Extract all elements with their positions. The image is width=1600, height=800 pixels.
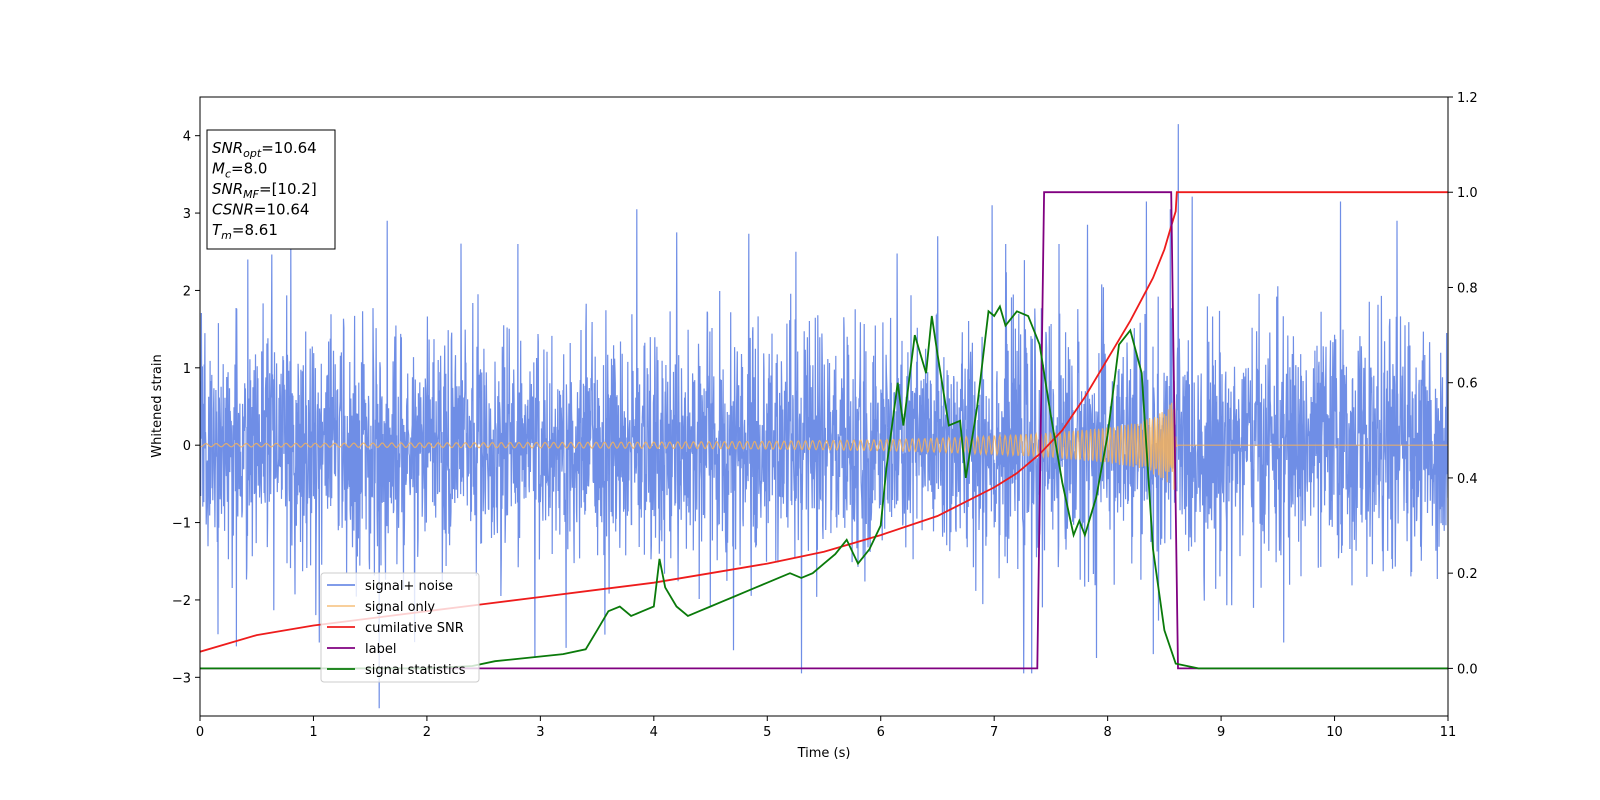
x-tick-label: 6 bbox=[877, 725, 885, 740]
y-right-tick-label: 0.6 bbox=[1457, 377, 1478, 392]
info-line: Tm=8.61 bbox=[212, 221, 278, 242]
y-left-tick-label: 2 bbox=[183, 284, 191, 299]
legend-label: signal+ noise bbox=[365, 579, 453, 594]
info-line: Mc=8.0 bbox=[212, 160, 267, 181]
y-left-tick-label: −1 bbox=[172, 517, 191, 532]
y-left-tick-label: −2 bbox=[172, 594, 191, 609]
y-left-tick-label: −3 bbox=[172, 671, 191, 686]
info-box: SNRopt=10.64Mc=8.0SNRMF=[10.2]CSNR=10.64… bbox=[206, 129, 336, 250]
y-right-tick-label: 0.4 bbox=[1457, 472, 1478, 487]
x-tick-label: 2 bbox=[423, 725, 431, 740]
legend-label: cumilative SNR bbox=[365, 621, 464, 636]
x-tick-label: 4 bbox=[650, 725, 658, 740]
series-line-signal-only bbox=[200, 402, 1448, 490]
y-right-tick-label: 0.8 bbox=[1457, 281, 1478, 296]
series-line-signal-statistics bbox=[200, 304, 1448, 670]
info-line: CSNR=10.64 bbox=[212, 201, 309, 219]
y-right-tick-label: 1.2 bbox=[1457, 91, 1478, 106]
x-tick-label: 0 bbox=[196, 725, 204, 740]
x-tick-label: 1 bbox=[309, 725, 317, 740]
series-line-signal-noise bbox=[200, 124, 1448, 709]
y-right-tick-label: 1.0 bbox=[1457, 186, 1478, 201]
x-tick-label: 11 bbox=[1440, 725, 1457, 740]
y-left-tick-label: 3 bbox=[183, 207, 191, 222]
info-box-frame bbox=[206, 129, 336, 250]
y-axis-right: 0.0 0.2 0.4 0.6 0.8 1.0 1.2 bbox=[1448, 91, 1478, 677]
x-axis: 0 1 2 3 4 5 6 7 8 9 10 11 bbox=[196, 716, 1456, 740]
y-right-tick-label: 0.0 bbox=[1457, 662, 1478, 677]
y-left-tick-label: 1 bbox=[183, 362, 191, 377]
y-left-tick-label: 4 bbox=[183, 130, 191, 145]
info-line: SNRopt=10.64 bbox=[212, 139, 317, 160]
legend-label: signal only bbox=[365, 600, 435, 615]
x-tick-label: 10 bbox=[1326, 725, 1343, 740]
plot-frame bbox=[199, 96, 1449, 717]
x-tick-label: 3 bbox=[536, 725, 544, 740]
legend-frame bbox=[320, 572, 480, 683]
x-axis-title: Time (s) bbox=[797, 746, 851, 761]
info-line: SNRMF=[10.2] bbox=[212, 180, 317, 201]
x-tick-label: 9 bbox=[1217, 725, 1225, 740]
y-right-tick-label: 0.2 bbox=[1457, 567, 1478, 582]
y-left-tick-label: 0 bbox=[183, 439, 191, 454]
legend: signal+ noise signal only cumilative SNR la… bbox=[320, 572, 480, 683]
legend-label: signal statistics bbox=[365, 663, 466, 678]
x-tick-label: 7 bbox=[990, 725, 998, 740]
x-tick-label: 8 bbox=[1103, 725, 1111, 740]
legend-label: label bbox=[365, 642, 396, 657]
y-axis-left: −3 −2 −1 0 1 2 3 4 bbox=[172, 130, 200, 686]
x-tick-label: 5 bbox=[763, 725, 771, 740]
y-axis-title: Whitened strain bbox=[150, 354, 165, 457]
